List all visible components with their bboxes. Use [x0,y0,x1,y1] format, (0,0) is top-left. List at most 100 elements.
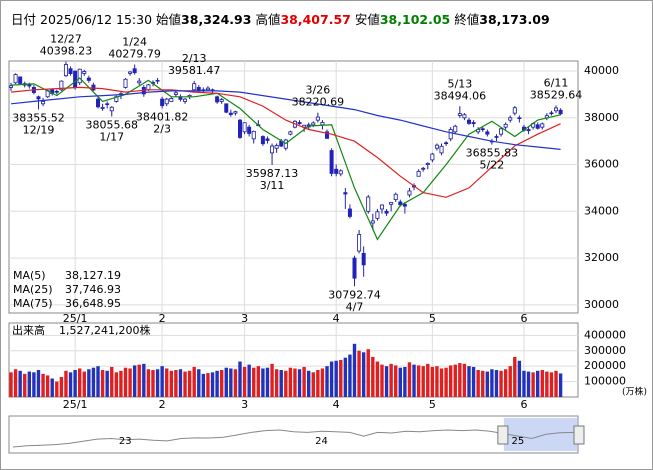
candle-body [96,98,101,108]
candle-body [439,145,444,154]
volume-bar [119,370,123,397]
volume-bar [165,368,169,397]
annotation-price: 38494.06 [434,89,487,102]
volume-bar [503,369,508,397]
candle-body [228,112,233,115]
candle-body [453,125,458,133]
volume-bar [64,370,68,397]
candle-body [366,196,371,212]
ma-line [10,86,561,198]
candle-body [329,150,334,174]
annotation-date: 2/13 [182,52,207,65]
candle-body [13,74,18,84]
volume-bar [371,356,375,397]
volume-bar [270,363,274,397]
volume-bar [256,366,261,397]
navigator-label: 23 [119,436,132,447]
volume-bar [110,366,114,397]
volume-bar [146,369,151,397]
header-value: 38,102.05 [379,12,451,27]
volume-bar [311,372,315,397]
volume-bar [18,370,22,397]
candle-body [77,68,82,84]
volume-bar [412,364,416,397]
volume-bar [87,369,91,397]
candle-body [499,128,504,135]
candle-body [343,192,348,195]
volume-bar [178,369,183,397]
volume-bar [50,378,54,397]
candle-body [8,85,13,88]
volume-label: 出来高 [12,323,45,337]
annotation-price: 39581.47 [168,64,221,77]
volume-bar [215,370,219,397]
legend-name: MA(75) [13,297,53,310]
volume-bar [274,369,279,397]
candle-body [68,68,73,75]
volume-bar [32,372,36,397]
candle-body [444,142,449,145]
candle-body [517,117,522,120]
annotation-date: 4/7 [346,300,364,313]
candle-body [549,112,554,115]
x-tick-label: 3 [241,398,248,411]
annotation-price: 30792.74 [328,288,381,301]
volume-bar [91,367,96,397]
volume-bar [421,366,425,397]
candle-body [347,208,352,217]
y-tick-label: 38000 [584,111,619,124]
y-tick-label: 36000 [584,158,619,171]
volume-bar [242,366,247,397]
ma-line [10,90,561,150]
header-value: 38,173.09 [479,12,550,27]
annotation-date: 1/24 [122,36,147,49]
candle-body [393,193,398,201]
y-tick-label: 32000 [584,251,619,264]
volume-bar [265,367,270,397]
candle-body [503,123,508,128]
annotation-date: 1/17 [99,131,124,144]
volume-bar [197,369,201,397]
volume-bar [558,373,563,397]
scroll-button[interactable] [573,425,585,445]
navigator-label: 25 [512,436,525,447]
candle-body [215,96,220,103]
y-tick-label: 30000 [584,298,619,311]
x-tick-label: 6 [520,398,527,411]
annotation-price: 36855.83 [466,147,519,160]
datetime: 2025/06/12 15:30 [40,12,153,27]
volume-bar [536,370,540,397]
candle-body [54,90,59,93]
candle-body [508,117,513,121]
annotation-date: 3/26 [306,84,331,97]
volume-bar [219,370,224,397]
volume-bar [137,364,141,397]
volume-bar [41,373,45,397]
volume-bar [430,366,435,397]
volume-unit: (万株) [622,386,647,398]
volume-bar [233,369,238,397]
x-tick-label: 25/1 [63,312,88,325]
candle-body [265,138,270,141]
annotation-price: 38401.82 [136,110,189,123]
candle-body [233,111,238,114]
candle-body [146,84,151,91]
volume-tick-label: 200000 [584,359,626,372]
volume-bar [151,370,155,397]
scroll-button[interactable] [497,425,509,445]
candle-body [270,145,275,154]
volume-bar [462,363,467,397]
ma-line [10,77,561,241]
x-tick-label: 5 [429,398,436,411]
volume-bar [206,373,210,397]
candle-body [86,77,91,81]
volume-bar [526,371,531,397]
annotation-price: 38055.68 [86,119,139,132]
candle-body [160,98,165,107]
volume-bar [476,370,480,397]
volume-bar [247,364,251,397]
annotation-date: 6/11 [544,76,569,89]
volume-bar [210,372,215,397]
